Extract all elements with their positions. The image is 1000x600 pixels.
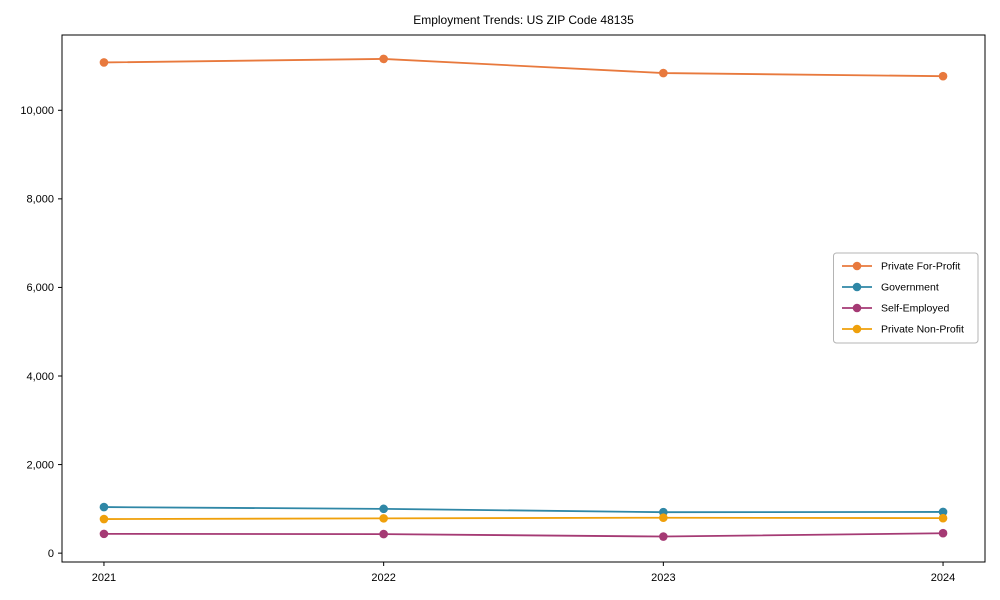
legend-marker (852, 303, 862, 313)
legend-marker (852, 282, 862, 292)
data-point (99, 502, 109, 512)
data-point (938, 71, 948, 81)
series-line (103, 516, 944, 520)
data-point (938, 528, 948, 538)
x-tick-label: 2023 (651, 572, 675, 584)
legend-item: Self-Employed (842, 303, 949, 315)
series-line (103, 58, 944, 78)
y-tick-label: 6,000 (26, 282, 54, 294)
y-tick-label: 2,000 (26, 459, 54, 471)
axes-layer: 0 2,000 4,000 6,000 8,000 10,000 2021 2022 2023 2… (20, 34, 986, 584)
y-tick-label: 4,000 (26, 371, 54, 383)
y-tick-label: 10,000 (20, 105, 54, 117)
series-line (103, 506, 944, 514)
data-point (379, 54, 388, 64)
series-line (103, 532, 944, 538)
data-point (379, 529, 388, 539)
data-point (659, 68, 668, 78)
chart-title: Employment Trends: US ZIP Code 48135 (413, 13, 634, 27)
series-layer (99, 54, 948, 541)
data-point (99, 58, 109, 67)
y-tick-label: 8,000 (26, 194, 54, 206)
legend-marker (852, 324, 862, 334)
data-point (99, 529, 109, 539)
x-tick-label: 2022 (371, 572, 395, 584)
data-point (379, 514, 388, 523)
legend-box (833, 252, 979, 344)
data-point (99, 514, 109, 524)
data-point (938, 513, 948, 523)
x-tick-label: 2024 (931, 572, 955, 584)
legend-item: Government (842, 282, 939, 294)
legend-item-label: Government (881, 282, 939, 294)
x-tick-label: 2021 (92, 572, 116, 584)
legend-item: Private For-Profit (842, 261, 960, 273)
data-point (659, 532, 668, 541)
legend: Private For-Profit Government Self-Employe… (833, 252, 979, 344)
data-point (938, 507, 948, 517)
data-point (379, 504, 388, 514)
legend-marker (852, 261, 862, 271)
legend-item-label: Private For-Profit (881, 261, 960, 273)
legend-item: Private Non-Profit (842, 324, 964, 336)
data-point (659, 513, 668, 523)
y-tick-label: 0 (48, 548, 54, 560)
plot-area-border (61, 34, 986, 563)
legend-item-label: Self-Employed (881, 303, 949, 315)
legend-item-label: Private Non-Profit (881, 324, 964, 336)
